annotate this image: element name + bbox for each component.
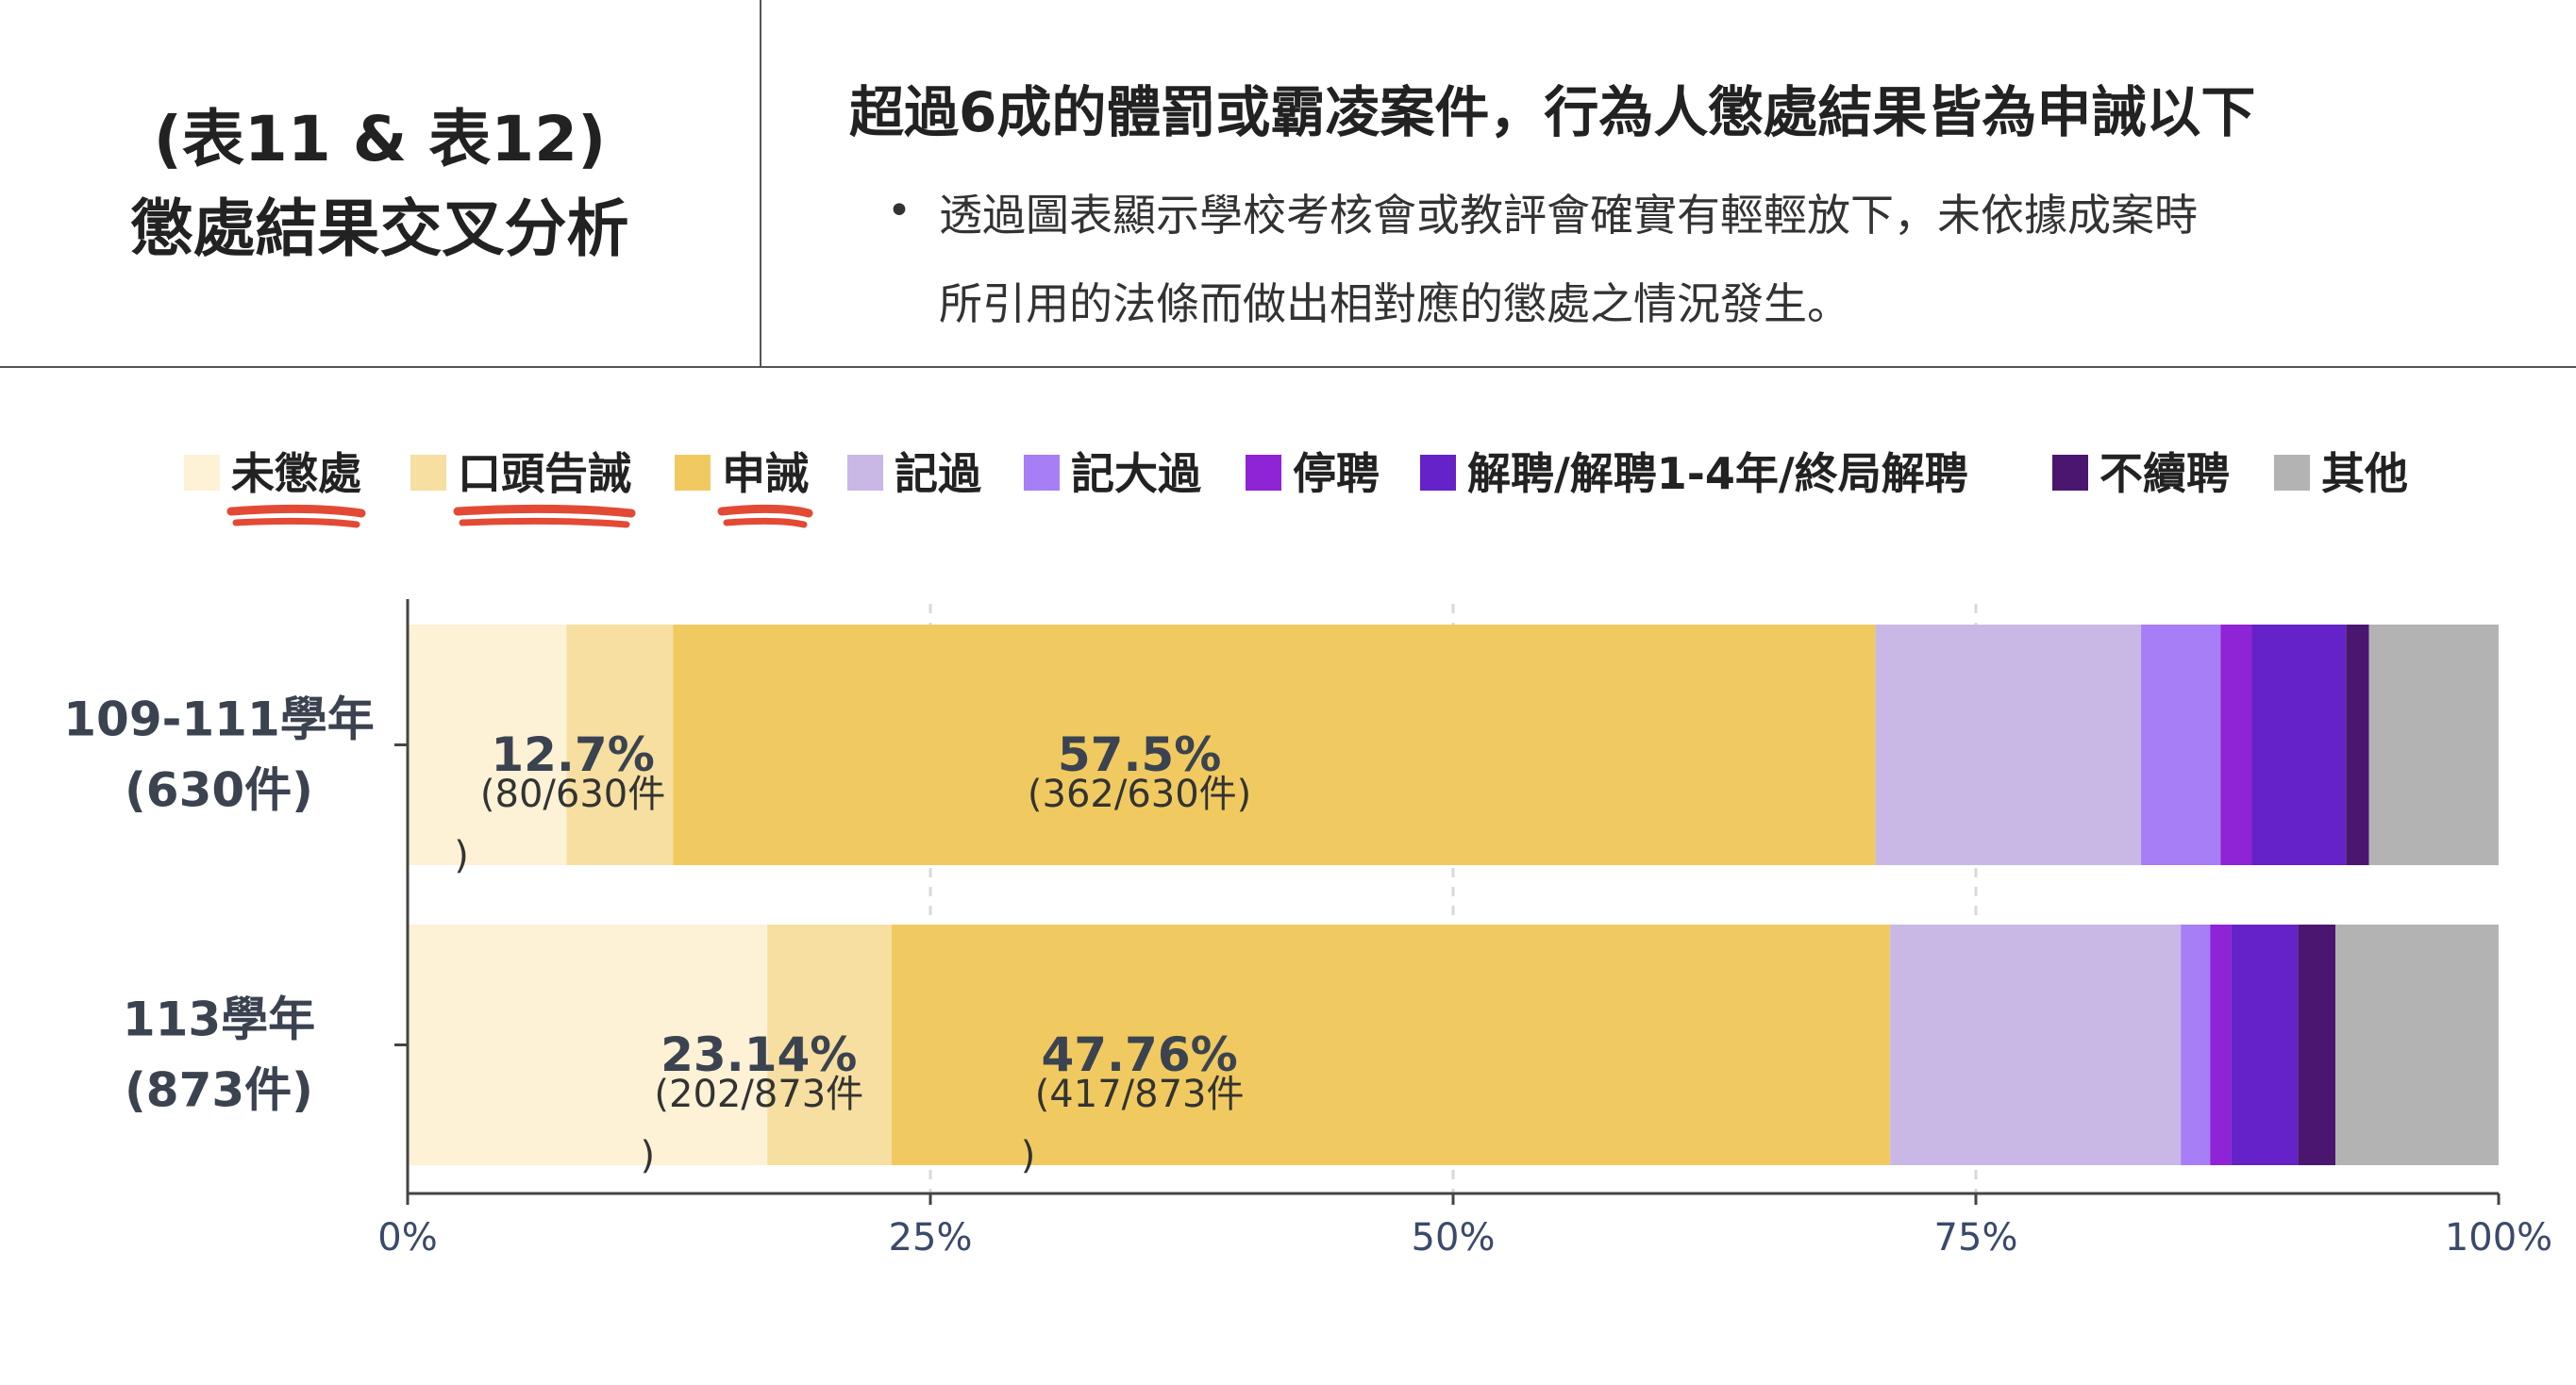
legend-label: 解聘/解聘1-4年/終局解聘	[1467, 448, 1968, 499]
chart-bars	[408, 625, 2499, 1165]
legend-label: 不續聘	[2099, 448, 2230, 499]
x-tick-label: 100%	[2445, 1216, 2552, 1260]
legend-item-series-6: 解聘/解聘1-4年/終局解聘	[1420, 448, 1968, 499]
legend-label: 申誡	[722, 448, 809, 499]
legend-item-series-8: 其他	[2274, 448, 2408, 499]
bar-segment-row0-series-5	[2220, 625, 2252, 865]
legend-swatch	[847, 455, 883, 491]
legend-underline	[459, 517, 630, 528]
data-label-count: (202/873件	[654, 1073, 863, 1116]
legend-swatch	[184, 455, 220, 491]
bar-segment-row1-series-7	[2298, 925, 2336, 1165]
bar-segment-row1-series-4	[2181, 925, 2211, 1165]
legend-swatch	[1420, 455, 1456, 491]
legend-item-series-0: 未懲處	[184, 448, 366, 528]
legend-swatch	[1246, 455, 1281, 491]
data-label-count-close: )	[1021, 1134, 1036, 1177]
bar-segment-row0-series-0	[408, 625, 567, 865]
data-label-percent: 23.14%	[661, 1027, 857, 1082]
bar-segment-row1-series-3	[1890, 925, 2182, 1165]
legend-item-series-5: 停聘	[1246, 448, 1380, 499]
bar-segment-row0-series-4	[2141, 625, 2221, 865]
y-category-label: (630件)	[125, 763, 313, 818]
y-category-label: 113學年	[123, 993, 315, 1047]
legend-underline	[232, 517, 360, 528]
x-tick-label: 0%	[377, 1216, 437, 1260]
y-category-label: (873件)	[125, 1063, 313, 1118]
chart-legend: 未懲處 口頭告誡 申誡 記過 記大過 停聘 解聘/解聘1-4年/終局解聘 不續聘 其他	[184, 448, 2408, 528]
legend-swatch	[2052, 455, 2088, 491]
bar-segment-row1-series-1	[767, 925, 892, 1165]
legend-swatch	[1024, 455, 1060, 491]
legend-underline	[453, 504, 636, 518]
chart-annotations: 12.7%(80/630件) 57.5%(362/630件) 23.14%(202/…	[454, 727, 1251, 1177]
legend-label: 其他	[2321, 448, 2408, 499]
bar-segment-row1-series-8	[2335, 925, 2499, 1165]
x-tick-label: 50%	[1412, 1216, 1496, 1260]
data-label-count: (362/630件)	[1028, 773, 1251, 816]
table-reference-title: (表11 & 表12)	[153, 103, 607, 175]
bar-segment-row0-series-2	[673, 625, 1876, 865]
bar-segment-row0-series-8	[2368, 625, 2499, 865]
x-tick-label: 25%	[889, 1216, 973, 1260]
legend-item-series-1: 口頭告誡	[410, 448, 636, 528]
bar-segment-row0-series-6	[2251, 625, 2347, 865]
bar-segment-row0-series-3	[1875, 625, 2142, 865]
legend-underline	[717, 504, 813, 518]
header-bottom-divider	[0, 366, 2576, 368]
legend-item-series-2: 申誡	[675, 448, 813, 528]
data-label-percent: 57.5%	[1058, 727, 1221, 782]
data-label-count-close: )	[454, 834, 469, 877]
header-panel: (表11 & 表12) 懲處結果交叉分析 超過6成的體罰或霸凌案件，行為人懲處結…	[0, 0, 2576, 368]
bar-segment-row1-series-5	[2210, 925, 2232, 1165]
section-title: 懲處結果交叉分析	[130, 192, 629, 265]
bar-segment-row1-series-0	[408, 925, 768, 1165]
legend-underline	[723, 517, 808, 528]
stacked-bar-chart: 未懲處 口頭告誡 申誡 記過 記大過 停聘 解聘/解聘1-4年/終局解聘 不續聘 其他 0% 25…	[63, 448, 2552, 1260]
legend-item-series-7: 不續聘	[2052, 448, 2230, 499]
data-label-percent: 47.76%	[1041, 1027, 1237, 1082]
legend-underline	[226, 504, 366, 518]
data-label-percent: 12.7%	[491, 727, 654, 782]
legend-swatch	[675, 455, 711, 491]
header-title-block: (表11 & 表12) 懲處結果交叉分析	[0, 0, 760, 368]
data-label-count-close: )	[640, 1134, 655, 1177]
legend-item-series-3: 記過	[847, 448, 982, 499]
y-category-label: 109-111學年	[63, 692, 375, 747]
bullet-icon: •	[887, 187, 912, 235]
bar-segment-row1-series-2	[891, 925, 1891, 1165]
legend-swatch	[2274, 455, 2310, 491]
bar-segment-row1-series-6	[2231, 925, 2299, 1165]
chart-axes: 0% 25% 50% 75% 100% 109-111學年 (630件) 113學年 (873件…	[63, 599, 2552, 1260]
headline: 超過6成的體罰或霸凌案件，行為人懲處結果皆為申誡以下	[849, 80, 2256, 144]
bullet-text-line-2: 所引用的法條而做出相對應的懲處之情況發生。	[939, 278, 1850, 329]
bullet-text-line-1: 透過圖表顯示學校考核會或教評會確實有輕輕放下，未依據成案時	[939, 190, 2198, 241]
legend-label: 記大過	[1071, 448, 1202, 499]
x-tick-label: 75%	[1934, 1216, 2018, 1260]
legend-label: 記過	[895, 448, 982, 499]
legend-label: 口頭告誡	[458, 448, 631, 499]
header-vertical-divider	[760, 0, 761, 368]
data-label-count: (417/873件	[1035, 1073, 1245, 1116]
data-label-count: (80/630件	[480, 773, 665, 816]
bar-segment-row0-series-1	[566, 625, 674, 865]
legend-label: 未懲處	[231, 448, 361, 499]
legend-swatch	[410, 455, 446, 491]
bar-segment-row0-series-7	[2346, 625, 2369, 865]
legend-label: 停聘	[1293, 448, 1380, 499]
legend-item-series-4: 記大過	[1024, 448, 1202, 499]
